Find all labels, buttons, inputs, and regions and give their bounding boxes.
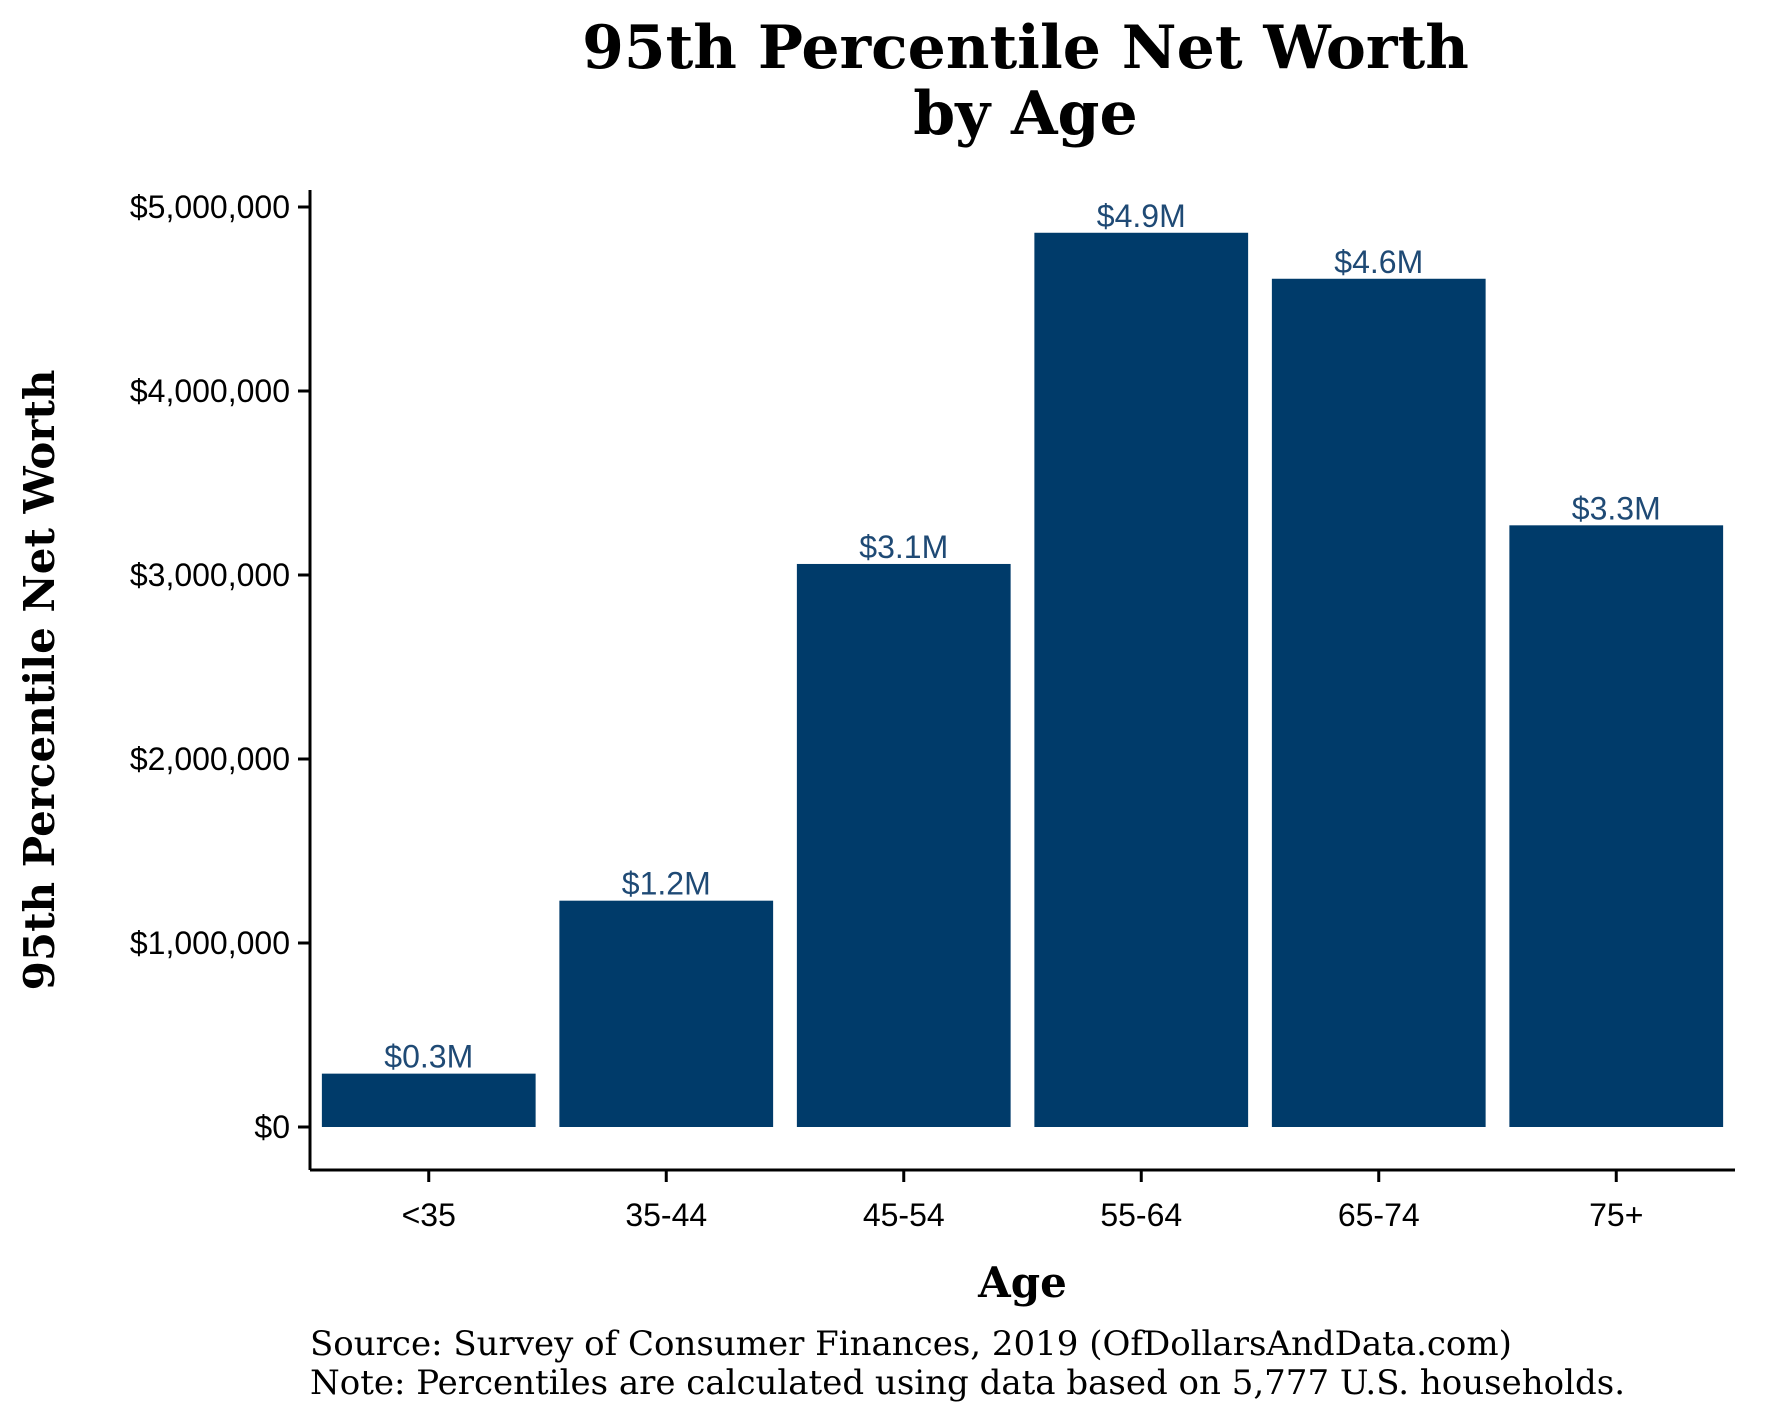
data-labels: $0.3M $1.2M $3.1M $4.9M $4.6M $3.3M [384, 198, 1660, 1075]
bar-4 [1271, 278, 1486, 1127]
bar-2 [796, 563, 1011, 1127]
y-tick-label-5: $5,000,000 [130, 189, 290, 225]
chart-title-line-2: by Age [913, 79, 1138, 149]
y-tick-label-3: $3,000,000 [130, 557, 290, 593]
x-tick-label-5: 75+ [1589, 1197, 1643, 1233]
data-label-5: $3.3M [1572, 490, 1661, 526]
y-tick-label-4: $4,000,000 [130, 373, 290, 409]
x-axis-label: Age [977, 1258, 1067, 1307]
bars [321, 232, 1724, 1127]
source-note: Source: Survey of Consumer Finances, 201… [310, 1324, 1512, 1364]
bar-1 [559, 900, 774, 1127]
y-axis-label: 95th Percentile Net Worth [15, 370, 64, 991]
bar-3 [1034, 232, 1249, 1127]
axes [308, 190, 1735, 1172]
data-label-3: $4.9M [1097, 198, 1186, 234]
y-ticks: $0 $1,000,000 $2,000,000 $3,000,000 $4,000,0… [130, 189, 310, 1145]
x-ticks: <35 35-44 45-54 55-64 65-74 75+ [402, 1170, 1643, 1233]
data-label-1: $1.2M [622, 866, 711, 902]
y-tick-label-0: $0 [254, 1109, 290, 1145]
data-label-0: $0.3M [384, 1039, 473, 1075]
chart-title-line-1: 95th Percentile Net Worth [582, 13, 1469, 83]
data-label-2: $3.1M [859, 529, 948, 565]
y-tick-label-1: $1,000,000 [130, 925, 290, 961]
x-tick-label-3: 55-64 [1100, 1197, 1182, 1233]
method-note: Note: Percentiles are calculated using d… [310, 1363, 1626, 1403]
x-tick-label-1: 35-44 [625, 1197, 707, 1233]
x-tick-label-4: 65-74 [1338, 1197, 1420, 1233]
bar-5 [1509, 525, 1724, 1127]
x-tick-label-2: 45-54 [863, 1197, 945, 1233]
y-tick-label-2: $2,000,000 [130, 741, 290, 777]
bar-0 [321, 1073, 536, 1127]
data-label-4: $4.6M [1334, 244, 1423, 280]
x-tick-label-0: <35 [402, 1197, 456, 1233]
